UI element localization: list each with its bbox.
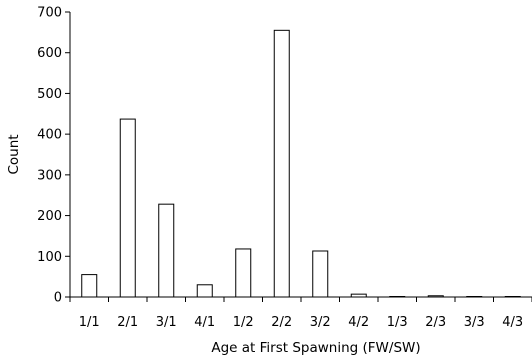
x-axis-title: Age at First Spawning (FW/SW) [211, 340, 420, 356]
y-tick-label: 100 [37, 250, 62, 265]
bars [81, 29, 521, 298]
bar-4-1 [196, 284, 213, 298]
x-tick-label: 1/1 [79, 315, 100, 330]
y-tick-label: 700 [37, 6, 62, 21]
bar-2-1 [119, 118, 136, 298]
x-tick-label: 2/2 [271, 315, 292, 330]
x-tick-label: 3/1 [156, 315, 177, 330]
bar-1-2 [235, 248, 252, 298]
bar-3-2 [312, 250, 329, 298]
bar-1-1 [81, 274, 98, 298]
x-tick-label: 3/3 [464, 315, 485, 330]
x-tick-label: 2/3 [425, 315, 446, 330]
y-axis-title: Count [6, 134, 22, 174]
y-tick-label: 300 [37, 168, 62, 183]
x-axis-ticks: 1/1 2/1 3/1 4/1 1/2 2/2 3/2 4/2 1/3 2/3 3/3 4/3 [69, 297, 532, 330]
y-tick-label: 600 [37, 46, 62, 61]
x-tick-label: 2/1 [117, 315, 138, 330]
y-tick-label: 0 [54, 291, 62, 306]
bar-3-1 [158, 203, 175, 298]
y-tick-label: 400 [37, 128, 62, 143]
y-tick-label: 500 [37, 87, 62, 102]
y-tick-label: 200 [37, 209, 62, 224]
x-tick-label: 4/2 [348, 315, 369, 330]
x-tick-label: 4/3 [502, 315, 523, 330]
x-tick-label: 3/2 [310, 315, 331, 330]
x-tick-label: 1/3 [387, 315, 408, 330]
y-axis-ticks: 0 100 200 300 400 500 600 700 [37, 6, 70, 306]
bar-2-2 [273, 29, 290, 298]
x-tick-label: 1/2 [233, 315, 254, 330]
x-tick-label: 4/1 [194, 315, 215, 330]
